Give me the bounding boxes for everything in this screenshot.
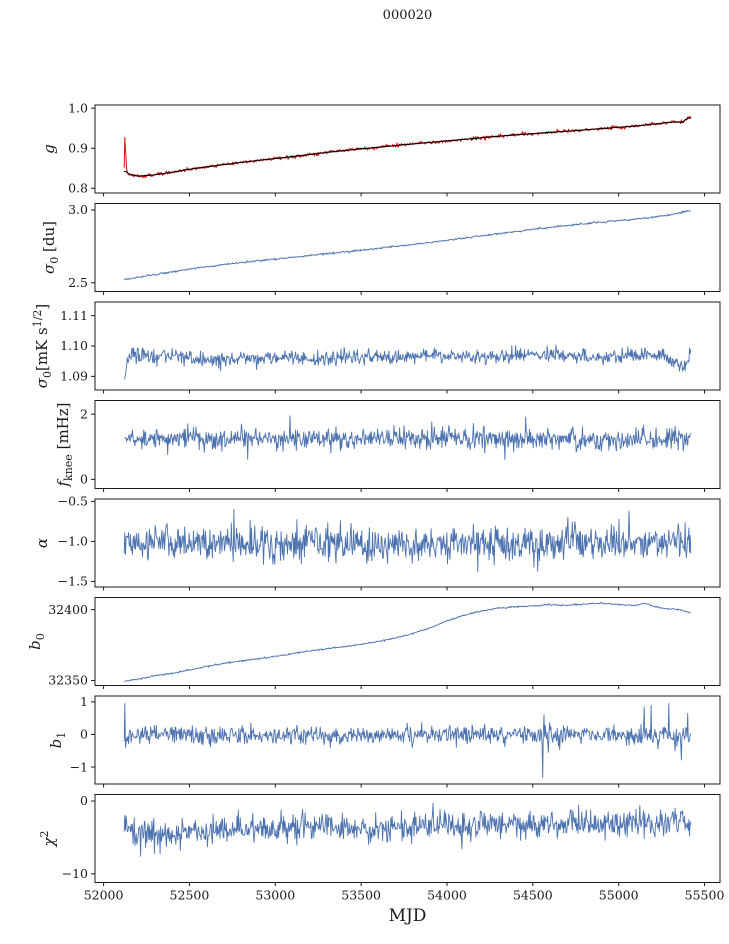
y-axis-label: b0 bbox=[26, 633, 47, 650]
y-tick-label: 1.09 bbox=[60, 369, 88, 384]
panel-frame bbox=[94, 498, 721, 588]
panel-chi2: −10 0 52000 52500 53000 53500 54000 54500 55000 5… bbox=[38, 793, 724, 902]
x-tick-label: 52000 bbox=[84, 888, 124, 903]
panel-frame bbox=[94, 597, 721, 686]
x-tick-label: 54000 bbox=[427, 888, 467, 903]
y-axis-label: σ0 [du] bbox=[40, 221, 61, 274]
panel-alpha: −1.5 −1.0 −0.5 α bbox=[33, 494, 721, 591]
x-tick-label: 53500 bbox=[341, 888, 381, 903]
series-alpha bbox=[123, 508, 692, 573]
y-tick-label: 0 bbox=[80, 727, 88, 742]
panel-fknee: 0 2 fknee [mHz] bbox=[54, 400, 721, 492]
panel-frame bbox=[94, 695, 721, 785]
series-chi2 bbox=[123, 802, 692, 857]
y-axis-label: σ0[mK s1/2] bbox=[31, 304, 54, 389]
panel-sigma0-mk: 1.09 1.10 1.11 σ0[mK s1/2] bbox=[31, 301, 721, 394]
panel-sigma0-du: 2.5 3.0 σ0 [du] bbox=[40, 202, 721, 295]
y-tick-label: 0 bbox=[80, 793, 88, 808]
y-tick-label: 0.9 bbox=[68, 140, 88, 155]
panel-frame bbox=[94, 104, 721, 194]
figure-title: 000020 bbox=[382, 8, 433, 23]
y-tick-label: 0.8 bbox=[68, 180, 88, 195]
y-axis-label: α bbox=[33, 538, 51, 548]
y-tick-label: 32350 bbox=[48, 673, 88, 688]
y-tick-label: −10 bbox=[62, 866, 88, 881]
y-tick-label: 32400 bbox=[48, 602, 88, 617]
series-sigma0-du bbox=[123, 209, 691, 281]
panel-frame bbox=[94, 400, 721, 489]
y-axis-label: b1 bbox=[47, 732, 68, 749]
y-tick-label: −1.5 bbox=[58, 574, 88, 589]
y-tick-label: −0.5 bbox=[58, 494, 88, 509]
panel-frame bbox=[94, 794, 721, 883]
x-tick-label: 55500 bbox=[685, 888, 725, 903]
panel-b0: 32350 32400 b0 bbox=[26, 597, 721, 689]
y-tick-label: 2.5 bbox=[68, 275, 88, 290]
panel-g: 0.8 0.9 1.0 g bbox=[40, 100, 721, 197]
x-tick-label: 54500 bbox=[513, 888, 553, 903]
series-b1 bbox=[123, 703, 692, 778]
y-axis-label: χ2 bbox=[38, 830, 58, 847]
series-sigma0-mk bbox=[123, 344, 692, 380]
y-axis-label: fknee [mHz] bbox=[54, 402, 75, 487]
x-tick-label: 53000 bbox=[255, 888, 295, 903]
y-tick-label: −1.0 bbox=[58, 534, 88, 549]
panel-b1: −1 0 1 b1 bbox=[47, 694, 721, 788]
series-g-data bbox=[123, 116, 692, 179]
y-tick-label: −1 bbox=[70, 759, 88, 774]
y-tick-label: 1.10 bbox=[60, 338, 88, 353]
y-tick-label: 2 bbox=[80, 406, 88, 421]
x-axis-title: MJD bbox=[388, 906, 427, 926]
series-g-fit bbox=[124, 117, 691, 177]
y-tick-label: 1.11 bbox=[60, 308, 88, 323]
y-tick-label: 1 bbox=[80, 694, 88, 709]
y-axis-label: g bbox=[40, 144, 58, 154]
y-tick-label: 0 bbox=[80, 472, 88, 487]
series-b0 bbox=[124, 602, 691, 683]
series-fknee bbox=[124, 415, 692, 460]
y-tick-label: 1.0 bbox=[68, 100, 88, 115]
panel-frame bbox=[94, 203, 721, 292]
panel-frame bbox=[94, 301, 721, 391]
y-tick-label: 3.0 bbox=[68, 202, 88, 217]
x-tick-label: 55000 bbox=[599, 888, 639, 903]
x-tick-label: 52500 bbox=[170, 888, 210, 903]
